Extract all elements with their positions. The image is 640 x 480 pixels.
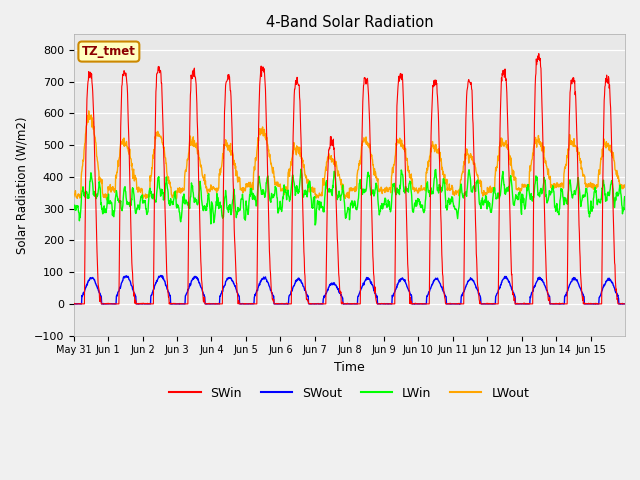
- Y-axis label: Solar Radiation (W/m2): Solar Radiation (W/m2): [15, 116, 28, 253]
- Text: TZ_tmet: TZ_tmet: [82, 45, 136, 58]
- Title: 4-Band Solar Radiation: 4-Band Solar Radiation: [266, 15, 433, 30]
- X-axis label: Time: Time: [334, 361, 365, 374]
- Legend: SWin, SWout, LWin, LWout: SWin, SWout, LWin, LWout: [164, 382, 534, 405]
